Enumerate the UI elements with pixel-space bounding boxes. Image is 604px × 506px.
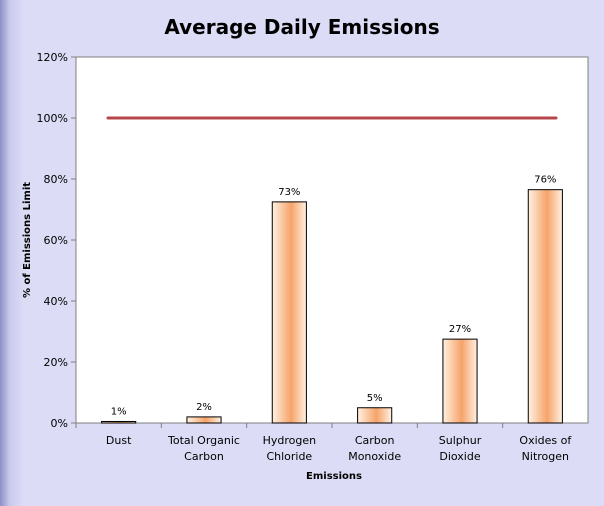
bar [186,416,222,424]
x-tick-label: Sulphur Dioxide [439,434,482,463]
data-label: 1% [111,406,127,417]
plot-area [75,56,589,424]
bar [271,201,307,424]
data-label: 2% [196,402,212,413]
y-tick-label: 80% [44,173,68,186]
bar [442,338,478,424]
y-tick-label: 100% [37,112,68,125]
y-tick-label: 40% [44,295,68,308]
data-labels: 1% 2% 73% 5% 27% 76% [111,175,557,418]
x-tick-label: Oxides of Nitrogen [519,434,572,463]
data-label: 5% [367,393,383,404]
x-axis-label: Emissions [306,471,362,482]
data-label: 27% [449,324,471,335]
data-label: 73% [278,187,300,198]
bar [527,189,563,424]
x-tick-label: Total Organic Carbon [167,434,240,463]
y-axis: 0% 20% 40% 60% 80% 100% 120% [37,51,76,430]
y-axis-label: % of Emissions Limit [22,182,33,298]
chart-title: Average Daily Emissions [164,15,439,39]
y-tick-label: 120% [37,51,68,64]
x-tick-label: Hydrogen Chloride [263,434,317,463]
y-tick-label: 60% [44,234,68,247]
y-tick-label: 20% [44,356,68,369]
bar [101,420,137,424]
y-tick-label: 0% [51,417,68,430]
x-axis: Dust Total Organic Carbon Hydrogen Chloride C… [75,423,572,463]
x-tick-label: Dust [106,434,132,447]
x-tick-label: Carbon Monoxide [348,434,401,463]
data-label: 76% [534,175,556,186]
bar [357,407,393,424]
bars [101,189,563,424]
